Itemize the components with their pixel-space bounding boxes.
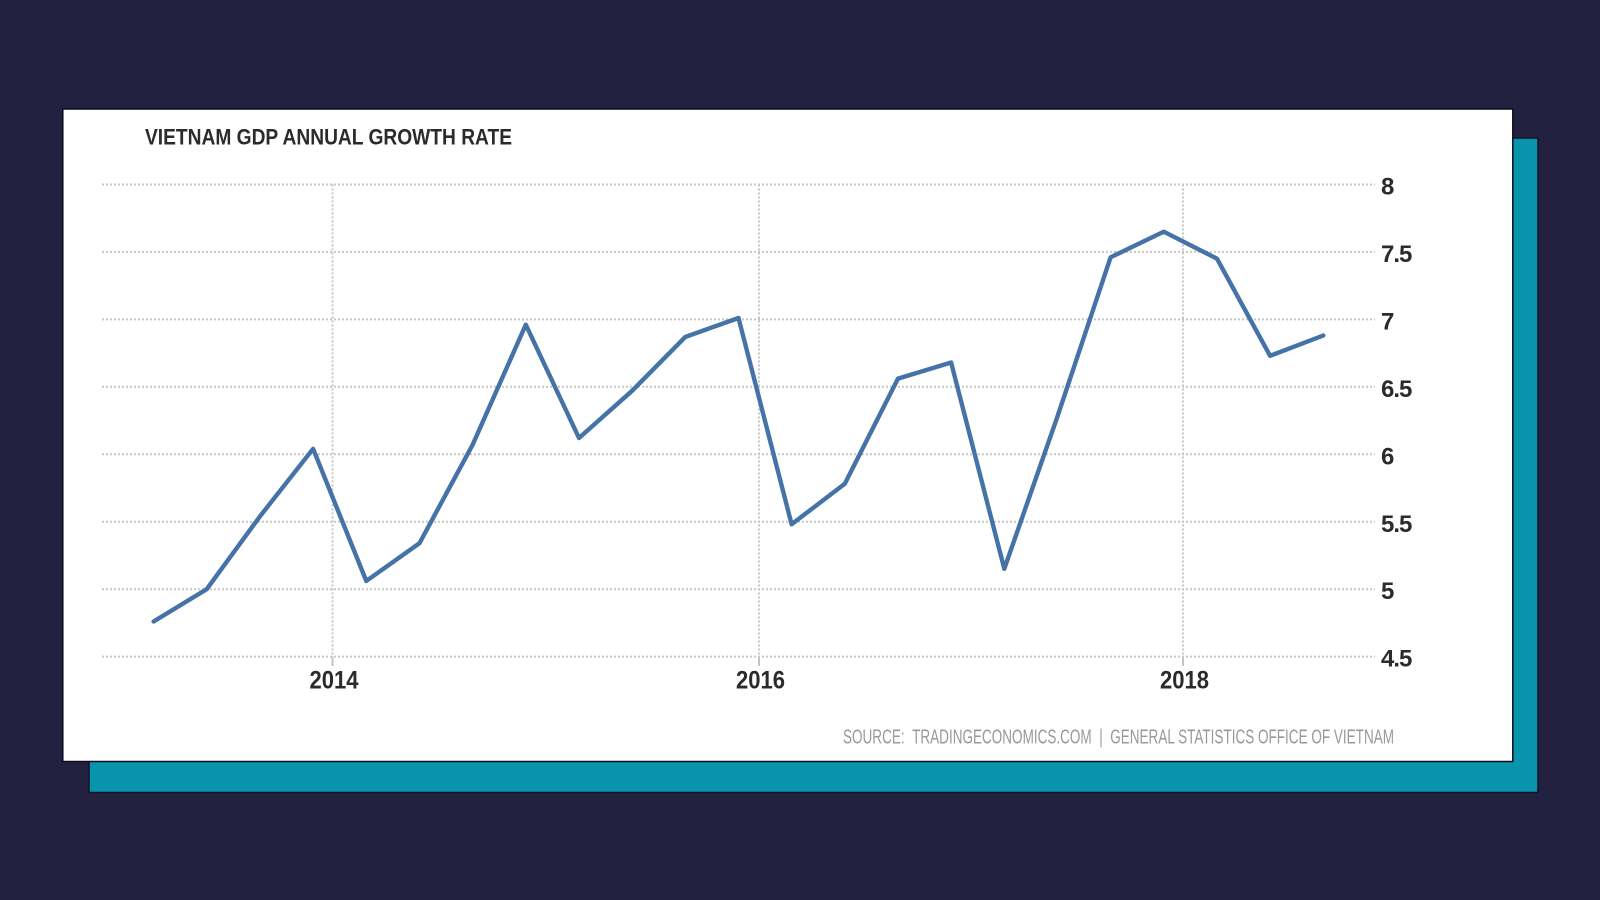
svg-text:2018: 2018 [1160,667,1209,695]
svg-text:VIETNAM GDP ANNUAL GROWTH RATE: VIETNAM GDP ANNUAL GROWTH RATE [145,125,512,150]
svg-text:8: 8 [1381,174,1394,201]
svg-text:4.5: 4.5 [1381,646,1412,673]
svg-text:7: 7 [1381,308,1394,335]
svg-text:5.5: 5.5 [1381,511,1412,538]
svg-text:2016: 2016 [736,667,785,695]
svg-text:6: 6 [1381,443,1394,470]
svg-text:7.5: 7.5 [1381,241,1412,268]
svg-text:6.5: 6.5 [1381,376,1412,403]
svg-text:5: 5 [1381,578,1394,605]
svg-text:SOURCE: TRADINGECONOMICS.COM: SOURCE: TRADINGECONOMICS.COM | GENERAL S… [843,727,1394,749]
svg-text:2014: 2014 [310,667,359,695]
